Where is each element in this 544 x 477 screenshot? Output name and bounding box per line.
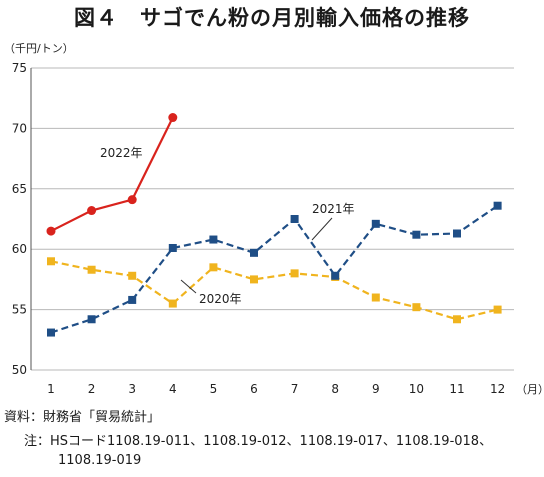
series-2020年: [47, 257, 502, 324]
data-point: [46, 226, 56, 236]
data-point: [87, 315, 96, 324]
y-tick-label: 75: [12, 61, 27, 75]
x-tick-label: 5: [210, 382, 218, 396]
data-point: [331, 271, 340, 280]
x-tick-label: 4: [169, 382, 177, 396]
data-point: [371, 219, 380, 228]
hs-code-note-line2: 1108.19-019: [58, 453, 142, 468]
y-tick-label: 50: [12, 363, 27, 377]
data-point: [371, 293, 380, 302]
data-point: [412, 230, 421, 239]
series-line: [50, 260, 498, 321]
x-axis-unit-label: （月）: [516, 383, 544, 396]
data-point: [493, 305, 502, 314]
y-tick-label: 65: [12, 182, 27, 196]
data-point: [168, 299, 177, 308]
series-2022年: [46, 113, 178, 236]
hs-code-note-line1: 注：HSコード1108.19-011、1108.19-012、1108.19-0…: [24, 434, 493, 449]
chart-title: 図４ サゴでん粉の月別輸入価格の推移: [74, 6, 470, 30]
x-tick-label: 7: [291, 382, 299, 396]
x-tick-label: 8: [331, 382, 339, 396]
x-tick-label: 10: [409, 382, 424, 396]
series-label: 2021年: [312, 202, 355, 216]
series-label: 2022年: [100, 146, 143, 160]
x-tick-label: 2: [88, 382, 96, 396]
data-point: [412, 303, 421, 312]
x-tick-label: 3: [128, 382, 136, 396]
source-note: 資料：財務省「貿易統計」: [4, 410, 161, 425]
data-point: [128, 295, 137, 304]
data-point: [87, 206, 97, 216]
data-point: [453, 229, 461, 238]
x-tick-label: 11: [449, 382, 464, 396]
data-point: [47, 257, 55, 266]
data-point: [209, 263, 218, 272]
x-tick-label: 6: [250, 382, 258, 396]
series-label: 2020年: [199, 292, 242, 306]
series-line: [50, 117, 174, 233]
y-tick-label: 60: [12, 242, 27, 256]
line-chart: 505560657075123456789101112（千円/トン）（月）202…: [4, 42, 544, 396]
labels: 505560657075123456789101112（千円/トン）（月）202…: [4, 42, 544, 396]
y-tick-label: 70: [12, 121, 27, 135]
gridlines: [31, 67, 514, 371]
data-point: [87, 265, 96, 274]
data-point: [168, 243, 177, 252]
series-lines: [46, 113, 502, 337]
data-point: [250, 248, 258, 257]
data-point: [47, 328, 55, 337]
y-axis-unit-label: （千円/トン）: [4, 42, 74, 55]
x-tick-label: 12: [490, 382, 505, 396]
data-point: [453, 315, 461, 324]
data-point: [127, 195, 137, 205]
x-tick-label: 1: [47, 382, 55, 396]
data-point: [493, 201, 502, 210]
y-tick-label: 55: [12, 303, 27, 317]
series-label-leader: [311, 217, 333, 241]
series-label-leader: [180, 279, 197, 294]
data-point: [290, 215, 299, 223]
data-point: [209, 235, 218, 244]
series-2021年: [47, 201, 502, 337]
data-point: [290, 269, 299, 278]
series-line: [50, 204, 499, 334]
data-point: [128, 271, 137, 280]
x-tick-label: 9: [372, 382, 380, 396]
data-point: [168, 113, 178, 123]
data-point: [250, 275, 258, 284]
